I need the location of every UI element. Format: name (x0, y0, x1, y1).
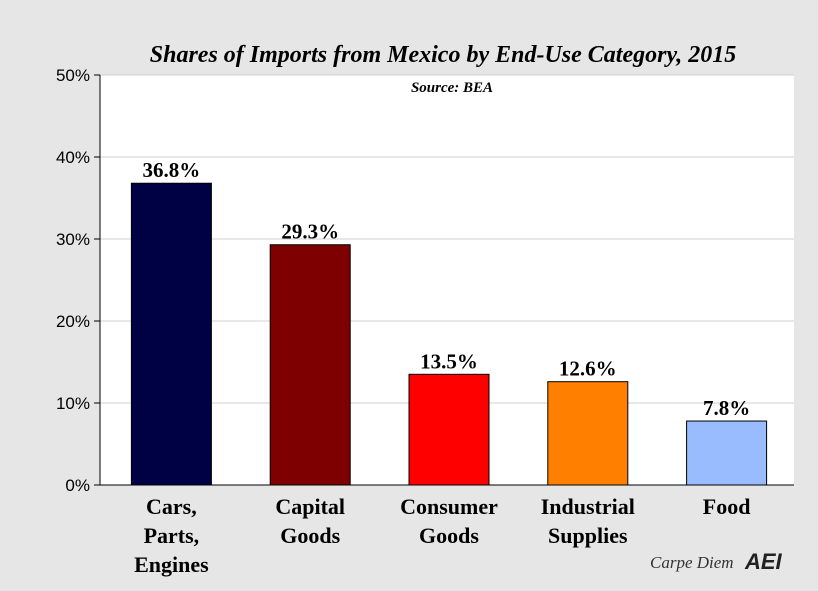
category-label: Capital (275, 494, 345, 519)
credit-text: Carpe Diem (650, 553, 734, 572)
bar-data-label: 36.8% (143, 158, 201, 182)
category-label: Supplies (548, 523, 628, 548)
category-label: Goods (280, 523, 340, 548)
y-tick-label: 30% (56, 230, 90, 249)
y-tick-label: 50% (56, 66, 90, 85)
category-label: Engines (134, 552, 209, 577)
category-label: Parts, (144, 523, 200, 548)
bar-data-label: 12.6% (559, 357, 617, 381)
category-label: Cars, (146, 494, 197, 519)
bars (130, 182, 768, 486)
category-label: Goods (419, 523, 479, 548)
chart-title: Shares of Imports from Mexico by End-Use… (150, 42, 736, 68)
bar (130, 182, 212, 486)
bar (547, 381, 629, 486)
y-tick-label: 20% (56, 312, 90, 331)
aei-logo: AEI (744, 549, 783, 574)
chart-subtitle: Source: BEA (411, 80, 493, 96)
bar-data-label: 7.8% (703, 396, 750, 420)
bar-data-label: 29.3% (281, 220, 339, 244)
y-tick-label: 40% (56, 148, 90, 167)
category-label: Food (703, 494, 751, 519)
bar (269, 244, 351, 486)
bar (408, 373, 490, 486)
category-label: Consumer (400, 494, 498, 519)
y-tick-label: 10% (56, 394, 90, 413)
y-tick-label: 0% (65, 476, 90, 495)
y-axis-ticks: 0% 10% 20% 30% 40% 50% (56, 66, 794, 495)
category-labels: Cars, Parts, Engines Capital Goods Consumer Go… (134, 494, 750, 577)
bar (686, 420, 768, 486)
bar-data-label: 13.5% (420, 349, 478, 373)
data-labels: 36.8% 29.3% 13.5% 12.6% 7.8% (143, 158, 751, 420)
category-label: Industrial (541, 494, 635, 519)
